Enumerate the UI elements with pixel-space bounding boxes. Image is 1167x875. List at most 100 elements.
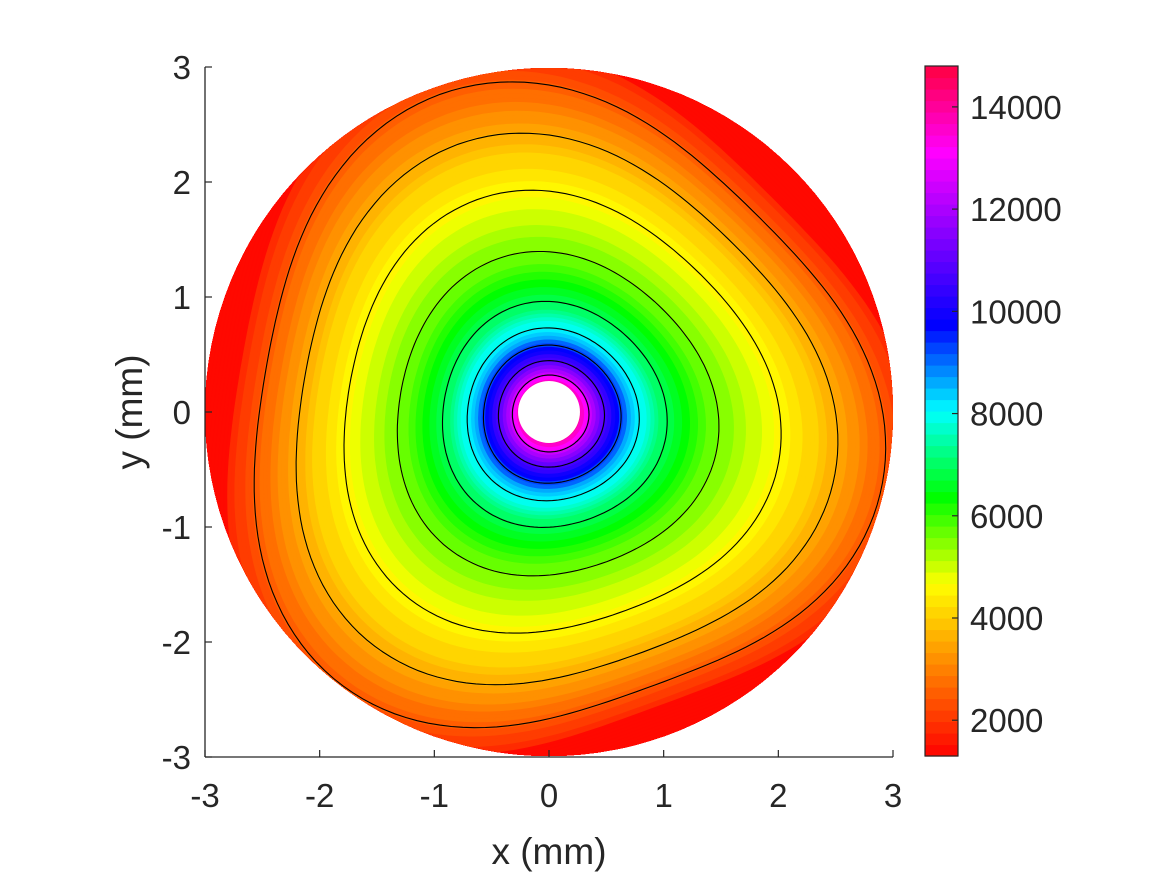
colorbar-band	[925, 572, 958, 585]
colorbar-tick-label: 10000	[970, 293, 1062, 330]
plot-area	[205, 68, 893, 756]
colorbar-band	[925, 514, 958, 527]
colorbar-band	[925, 549, 958, 562]
colorbar-band	[925, 698, 958, 711]
y-ticks: -3 -2 -1 0 1 2 3	[162, 49, 212, 776]
axes: -3 -2 -1 0 1 2 3 -3 -2 -1 0 1 2 3 x (mm) y (mm)	[109, 49, 902, 872]
contour-fill	[205, 68, 893, 756]
colorbar-band	[925, 652, 958, 665]
contour-lines	[253, 81, 887, 729]
colorbar-band	[925, 158, 958, 171]
colorbar-band	[925, 411, 958, 424]
colorbar-band	[925, 169, 958, 182]
colorbar-tick-label: 8000	[970, 396, 1043, 433]
colorbar-band	[925, 664, 958, 677]
colorbar-tick-label: 14000	[970, 89, 1062, 126]
colorbar-tick-label: 12000	[970, 191, 1062, 228]
colorbar-band	[925, 250, 958, 263]
colorbar-band	[925, 89, 958, 102]
colorbar-band	[925, 537, 958, 550]
colorbar-band	[925, 629, 958, 642]
colorbar-bands	[925, 66, 958, 757]
y-tick-label: 2	[173, 164, 191, 201]
contour-line	[441, 300, 668, 528]
colorbar-band	[925, 480, 958, 493]
y-tick-label: 1	[173, 279, 191, 316]
y-tick-label: -1	[162, 509, 191, 546]
colorbar-band	[925, 296, 958, 309]
colorbar-band	[925, 319, 958, 332]
colorbar-band	[925, 181, 958, 194]
colorbar-band	[925, 330, 958, 343]
contour-line	[511, 374, 590, 453]
colorbar-band	[925, 192, 958, 205]
colorbar-tick-label: 2000	[970, 702, 1043, 739]
contour-line	[466, 327, 640, 502]
colorbar-band	[925, 595, 958, 608]
colorbar-band	[925, 66, 958, 79]
y-tick-label: 3	[173, 49, 191, 86]
colorbar-band	[925, 457, 958, 470]
colorbar-band	[925, 641, 958, 654]
colorbar-band	[925, 399, 958, 412]
x-tick-label: 1	[654, 777, 672, 814]
colorbar: 2000 4000 6000 8000 10000 12000 14000	[924, 65, 1062, 757]
colorbar-band	[925, 744, 958, 757]
x-tick-label: 2	[769, 777, 787, 814]
center-hole	[518, 381, 580, 443]
colorbar-band	[925, 273, 958, 286]
y-tick-label: 0	[173, 394, 191, 431]
colorbar-band	[925, 733, 958, 746]
colorbar-band	[925, 434, 958, 447]
colorbar-band	[925, 238, 958, 251]
colorbar-band	[925, 721, 958, 734]
x-ticks: -3 -2 -1 0 1 2 3	[190, 750, 902, 814]
colorbar-band	[925, 618, 958, 631]
colorbar-band	[925, 307, 958, 320]
colorbar-band	[925, 215, 958, 228]
contour-line	[396, 250, 720, 577]
colorbar-band	[925, 491, 958, 504]
colorbar-band	[925, 135, 958, 148]
x-tick-label: 0	[540, 777, 558, 814]
contour-line	[253, 81, 887, 729]
y-tick-label: -3	[162, 739, 191, 776]
colorbar-band	[925, 353, 958, 366]
disk	[205, 68, 893, 756]
colorbar-band	[925, 284, 958, 297]
colorbar-band	[925, 365, 958, 378]
contour-line	[343, 189, 782, 634]
colorbar-band	[925, 123, 958, 136]
colorbar-band	[925, 342, 958, 355]
x-axis-label: x (mm)	[491, 831, 606, 872]
colorbar-band	[925, 77, 958, 90]
colorbar-band	[925, 100, 958, 113]
x-tick-label: 3	[884, 777, 902, 814]
colorbar-band	[925, 606, 958, 619]
contour-line	[295, 132, 839, 686]
colorbar-band	[925, 526, 958, 539]
colorbar-tick-label: 6000	[970, 498, 1043, 535]
colorbar-band	[925, 376, 958, 389]
contour-line	[497, 360, 606, 468]
x-tick-label: -2	[305, 777, 334, 814]
colorbar-band	[925, 422, 958, 435]
colorbar-band	[925, 445, 958, 458]
colorbar-band	[925, 261, 958, 274]
x-tick-label: -1	[420, 777, 449, 814]
colorbar-band	[925, 687, 958, 700]
colorbar-band	[925, 503, 958, 516]
colorbar-band	[925, 227, 958, 240]
colorbar-band	[925, 112, 958, 125]
colorbar-band	[925, 560, 958, 573]
colorbar-frame	[924, 65, 959, 757]
colorbar-band	[925, 583, 958, 596]
colorbar-band	[925, 204, 958, 217]
colorbar-band	[925, 675, 958, 688]
contour-line	[482, 344, 622, 484]
colorbar-band	[925, 710, 958, 723]
contour-line-group	[253, 81, 887, 729]
y-axis-label: y (mm)	[109, 354, 150, 469]
colorbar-tick-label: 4000	[970, 600, 1043, 637]
